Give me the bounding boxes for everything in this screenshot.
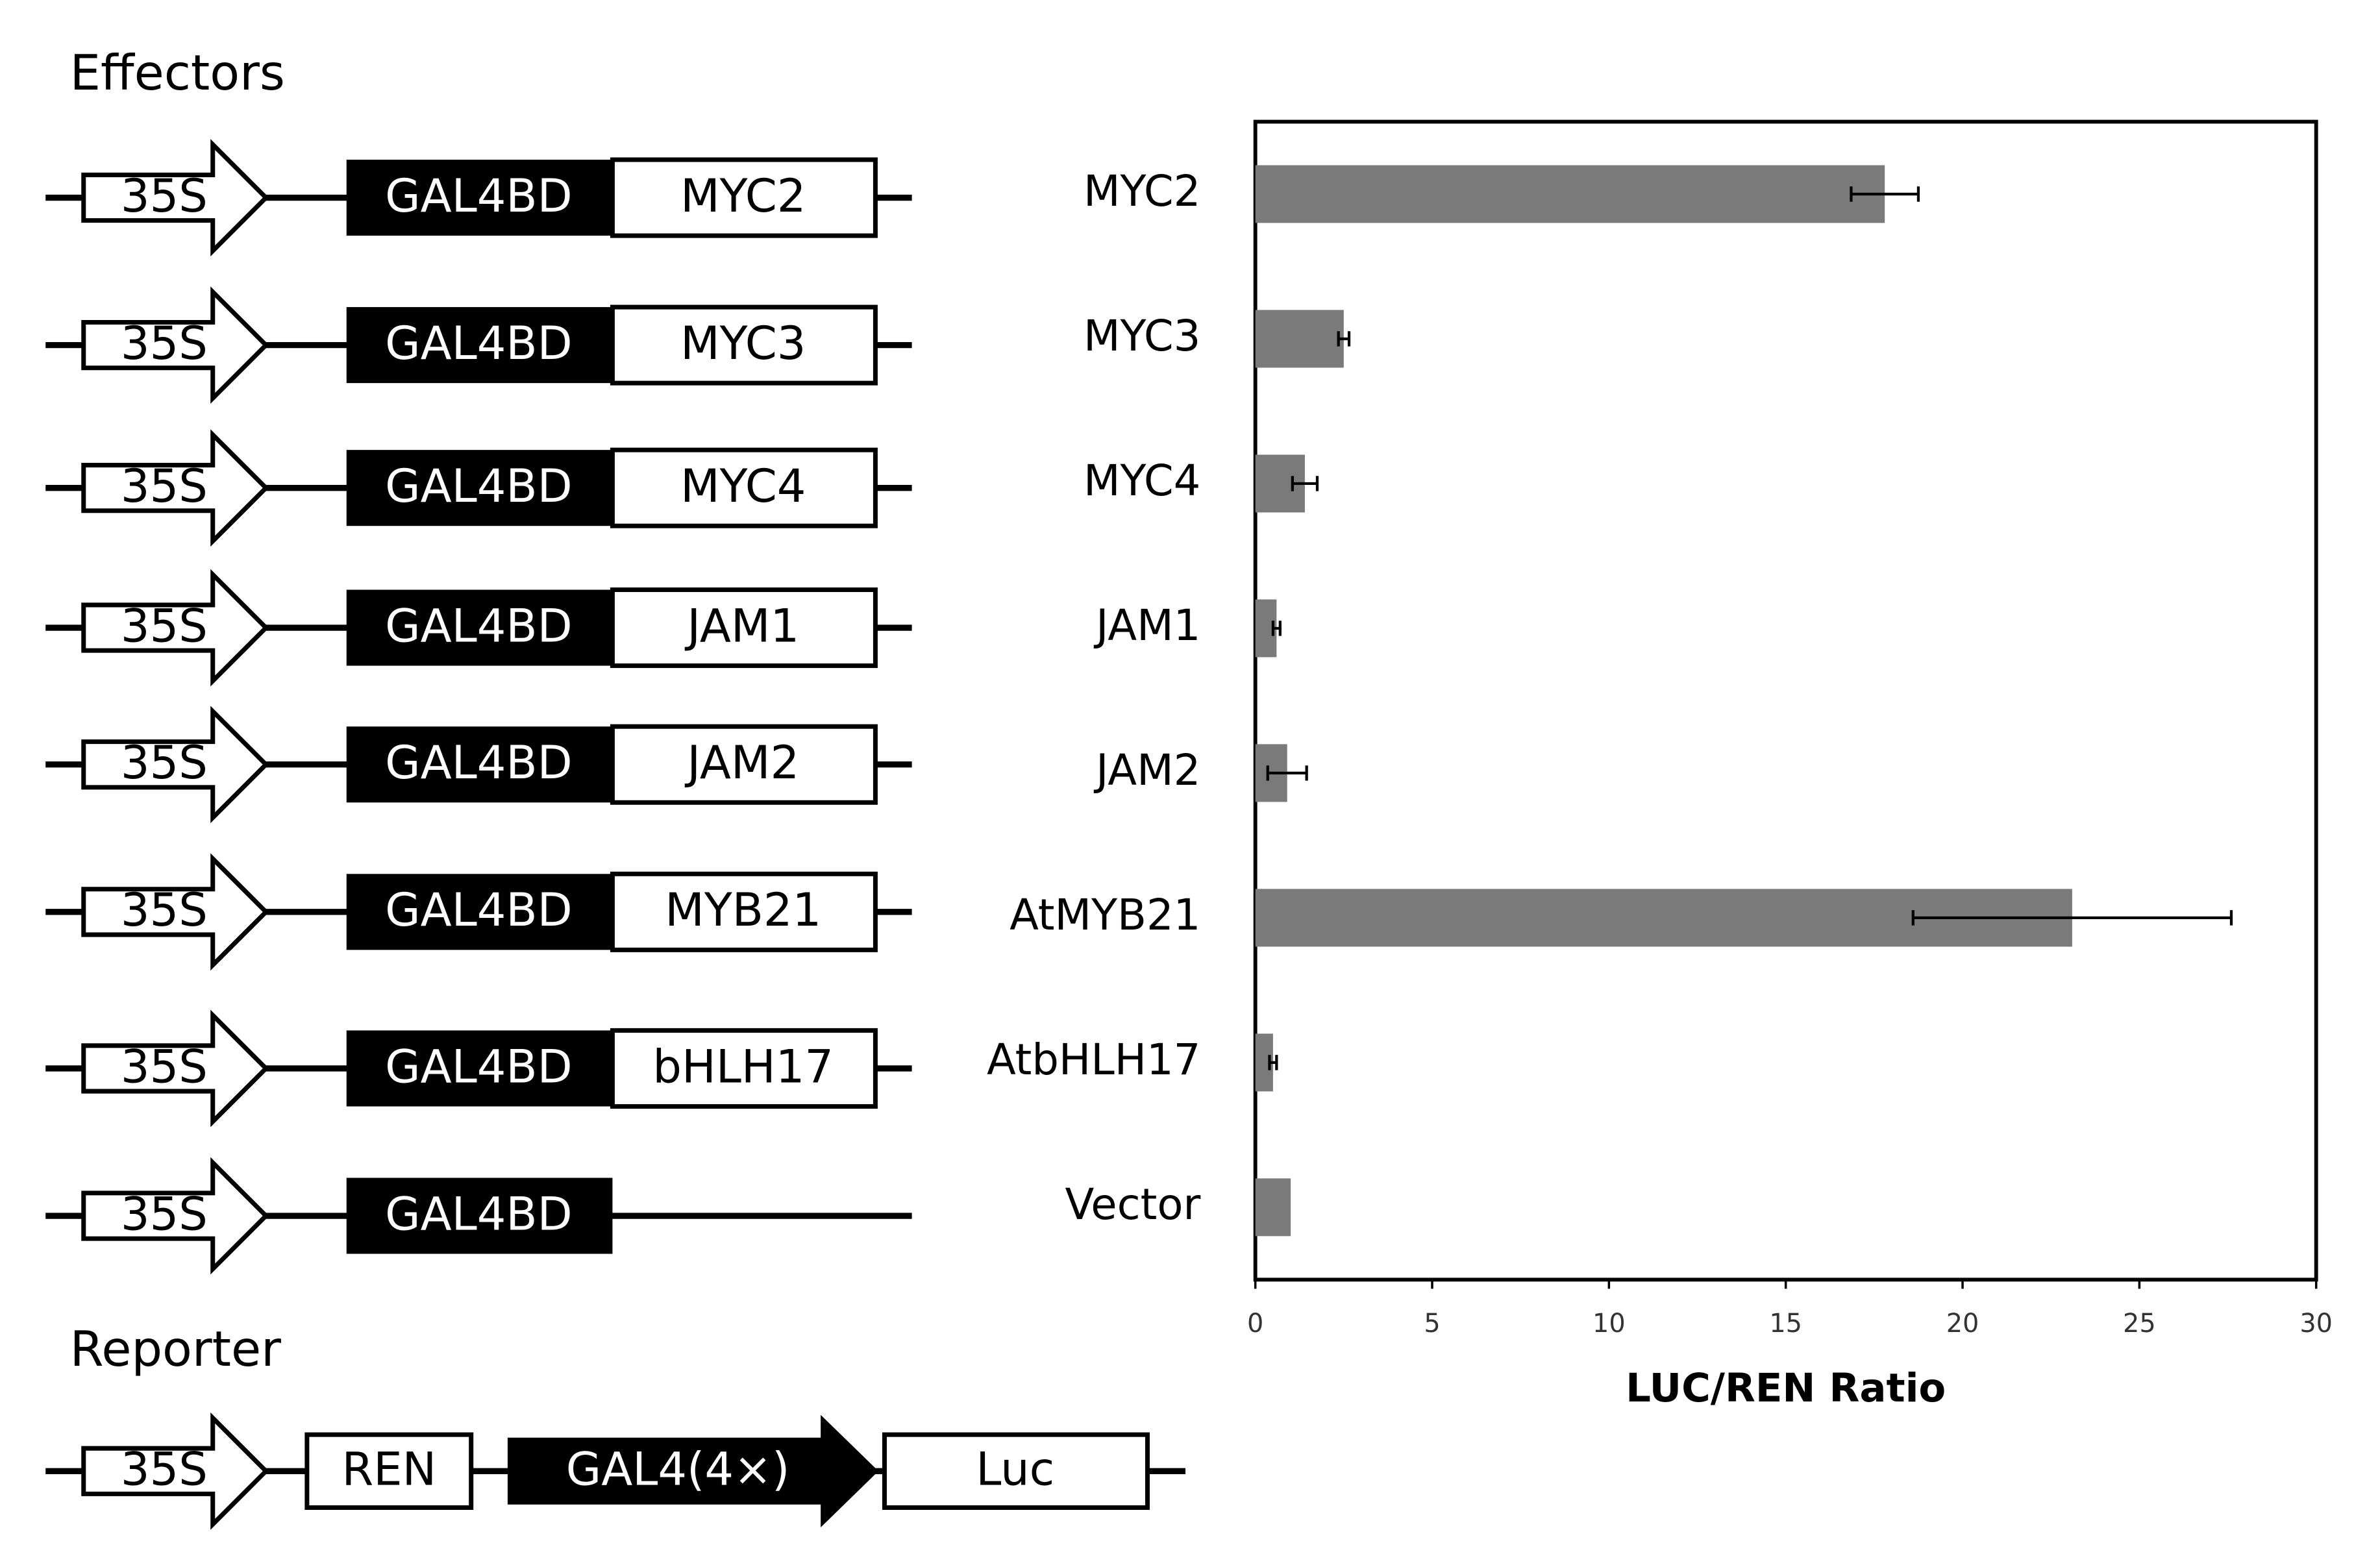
- promoter-label: 35S: [121, 599, 208, 652]
- x-tick-label: 10: [1593, 1309, 1626, 1339]
- y-tick-label: MYC4: [1084, 456, 1200, 506]
- promoter-label: 35S: [121, 736, 208, 789]
- error-bar: [1266, 765, 1308, 781]
- error-bar: [1291, 476, 1319, 491]
- domain-label: GAL4BD: [385, 599, 573, 652]
- fusion-label: MYC3: [680, 317, 806, 370]
- domain-box: [346, 160, 613, 236]
- promoter-arrow: [81, 1157, 269, 1275]
- error-bar: [1271, 621, 1282, 636]
- promoter-label: 35S: [121, 1040, 208, 1093]
- bar: [1255, 1178, 1291, 1237]
- domain-box: [346, 589, 613, 666]
- domain-label: GAL4BD: [385, 169, 573, 223]
- promoter-label: 35S: [121, 883, 208, 937]
- domain-label: GAL4BD: [385, 317, 573, 370]
- fusion-box: [610, 587, 878, 669]
- x-tick-label: 15: [1769, 1309, 1802, 1339]
- gene-label: REN: [341, 1443, 436, 1496]
- domain-box: [346, 1030, 613, 1107]
- fusion-box: [610, 157, 878, 238]
- domain-box: [346, 874, 613, 950]
- element-arrow: [507, 1414, 879, 1527]
- x-tick-label: 5: [1424, 1309, 1440, 1339]
- x-tick-label: 30: [2299, 1309, 2333, 1339]
- domain-box: [346, 450, 613, 526]
- x-tick-label: 25: [2123, 1309, 2156, 1339]
- y-tick-label: AtbHLH17: [987, 1035, 1200, 1085]
- domain-label: GAL4BD: [385, 460, 573, 513]
- promoter-arrow: [81, 139, 269, 256]
- bar: [1255, 310, 1344, 368]
- promoter-arrow: [81, 1009, 269, 1128]
- promoter-arrow: [81, 569, 269, 687]
- promoter-label: 35S: [121, 317, 208, 370]
- error-bar: [1911, 910, 2233, 926]
- element-label: GAL4(4×): [566, 1443, 790, 1496]
- promoter-label: 35S: [121, 1187, 208, 1240]
- fusion-label: MYB21: [665, 883, 821, 937]
- bar: [1255, 165, 1885, 223]
- domain-label: GAL4BD: [385, 883, 573, 937]
- y-tick-label: JAM2: [1093, 746, 1200, 795]
- promoter-label: 35S: [121, 460, 208, 513]
- effectors-title: Effectors: [70, 44, 285, 101]
- fusion-box: [610, 871, 878, 952]
- fusion-box: [610, 724, 878, 805]
- promoter-arrow: [81, 1412, 269, 1530]
- domain-label: GAL4BD: [385, 1040, 573, 1093]
- fusion-box: [610, 447, 878, 528]
- error-bar: [1850, 186, 1920, 202]
- promoter-label: 35S: [121, 1443, 208, 1496]
- fusion-box: [610, 304, 878, 386]
- y-tick-label: JAM1: [1093, 601, 1200, 650]
- gene-box: [304, 1432, 474, 1510]
- fusion-label: MYC4: [680, 460, 806, 513]
- domain-label: GAL4BD: [385, 1187, 573, 1240]
- y-tick-label: Vector: [1065, 1180, 1201, 1229]
- fusion-label: MYC2: [680, 169, 806, 223]
- y-tick-label: AtMYB21: [1010, 891, 1200, 940]
- error-bar: [1337, 331, 1351, 347]
- promoter-arrow: [81, 706, 269, 824]
- promoter-label: 35S: [121, 169, 208, 223]
- x-tick-label: 20: [1946, 1309, 1979, 1339]
- plot-frame: [1253, 119, 2318, 1282]
- domain-box: [346, 726, 613, 803]
- fusion-label: JAM1: [684, 599, 799, 652]
- x-axis-title: LUC/REN Ratio: [1626, 1366, 1946, 1411]
- promoter-arrow: [81, 429, 269, 547]
- error-bar: [1268, 1055, 1278, 1070]
- gene-label: Luc: [976, 1443, 1054, 1496]
- domain-label: GAL4BD: [385, 736, 573, 789]
- promoter-arrow: [81, 286, 269, 404]
- gene-box: [882, 1432, 1150, 1510]
- y-tick-label: MYC3: [1084, 312, 1200, 361]
- reporter-title: Reporter: [70, 1320, 281, 1377]
- fusion-label: JAM2: [684, 736, 799, 789]
- x-tick-label: 0: [1247, 1309, 1263, 1339]
- domain-box: [346, 1178, 613, 1254]
- promoter-arrow: [81, 853, 269, 971]
- domain-box: [346, 307, 613, 384]
- fusion-box: [610, 1028, 878, 1109]
- fusion-label: bHLH17: [652, 1040, 834, 1093]
- y-tick-label: MYC2: [1084, 167, 1200, 216]
